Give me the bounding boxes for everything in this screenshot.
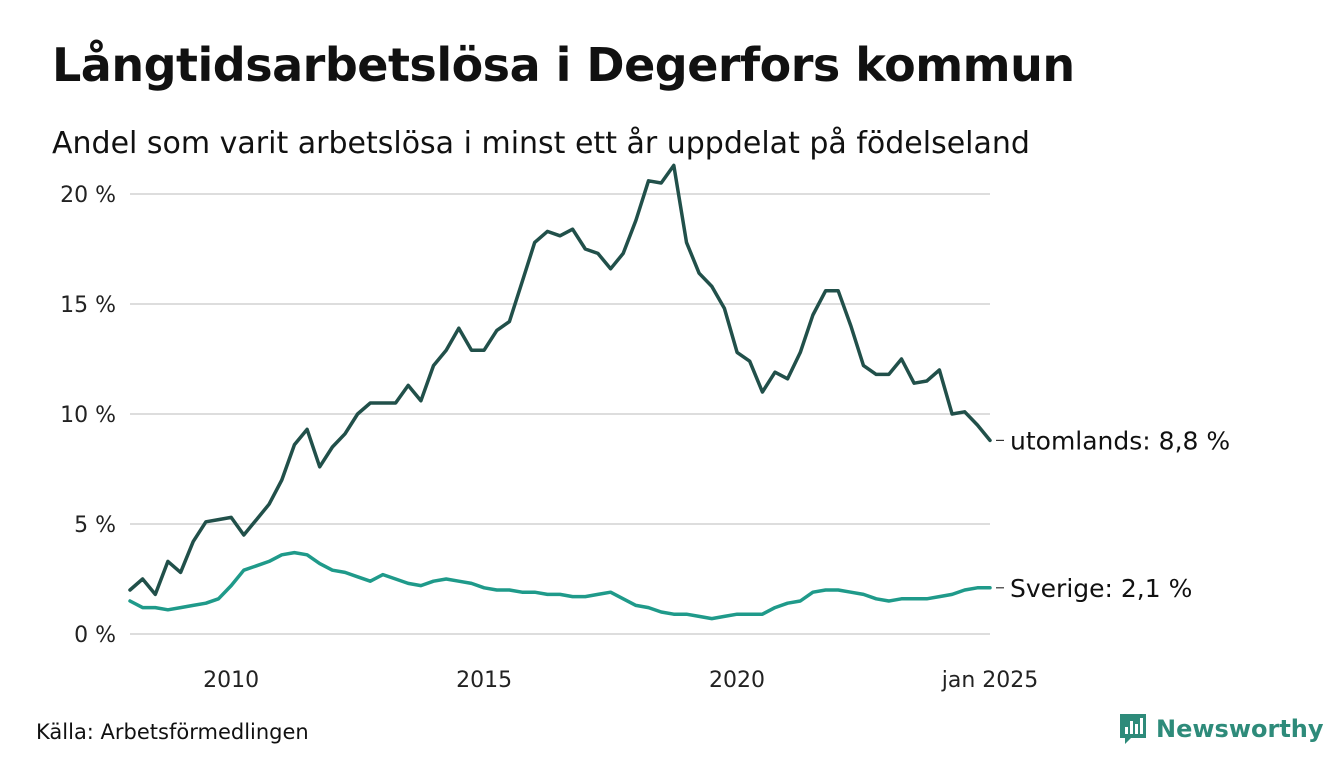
x-tick-label: 2010 (203, 668, 259, 693)
chart-subtitle: Andel som varit arbetslösa i minst ett å… (52, 126, 1030, 161)
newsworthy-logo-icon (1120, 714, 1146, 744)
y-tick-label: 10 % (60, 403, 116, 428)
y-tick-label: 20 % (60, 183, 116, 208)
x-tick-label: jan 2025 (941, 668, 1039, 693)
y-axis-labels: 0 % 5 % 10 % 15 % 20 % (60, 183, 116, 648)
y-tick-label: 15 % (60, 293, 116, 318)
grid-layer (130, 193, 990, 635)
end-labels: utomlands: 8,8 % Sverige: 2,1 % (996, 426, 1230, 603)
series-line-utomlands (128, 163, 992, 597)
series-line-sverige (128, 550, 992, 621)
x-tick-label: 2015 (456, 668, 512, 693)
series-layer (128, 163, 992, 621)
brand-name: Newsworthy (1156, 715, 1324, 743)
end-label-utomlands: utomlands: 8,8 % (1010, 426, 1230, 455)
x-tick-label: 2020 (709, 668, 765, 693)
y-tick-label: 5 % (74, 513, 116, 538)
x-axis-labels: 2010 2015 2020 jan 2025 (203, 668, 1038, 693)
end-label-sverige: Sverige: 2,1 % (1010, 574, 1192, 603)
brand-logo: Newsworthy (1118, 712, 1324, 746)
line-chart: 0 %5 %10 %15 %20 % 2010 2015 2020 jan 2025 … (60, 163, 1230, 693)
source-note: Källa: Arbetsförmedlingen (36, 720, 309, 744)
y-tick-label: 0 % (74, 623, 116, 648)
chart-title: Långtidsarbetslösa i Degerfors kommun (52, 38, 1075, 92)
